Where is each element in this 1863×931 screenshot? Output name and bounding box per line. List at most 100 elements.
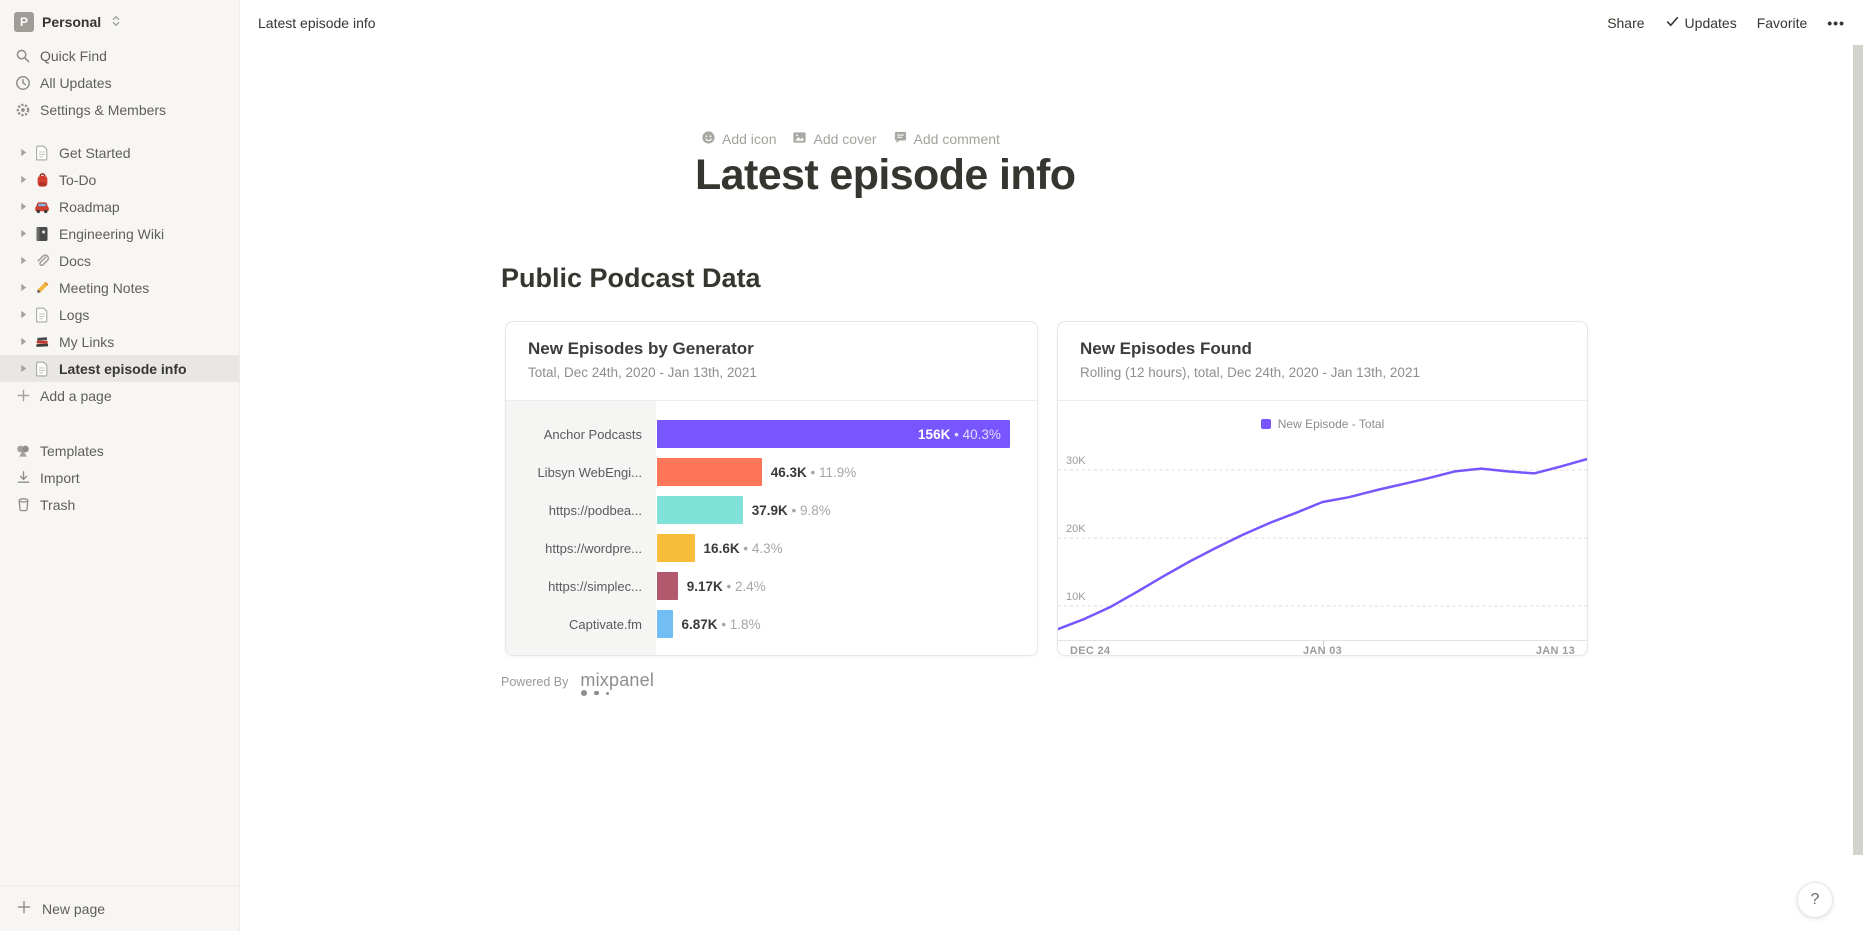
- sidebar-item-label: Engineering Wiki: [59, 225, 165, 242]
- add-a-page-label: Add a page: [40, 387, 112, 404]
- legend-label: New Episode - Total: [1277, 417, 1385, 431]
- sidebar-item-docs[interactable]: Docs: [0, 247, 239, 274]
- toggle-triangle-icon[interactable]: [14, 306, 32, 324]
- sidebar-item-engineering-wiki[interactable]: Engineering Wiki: [0, 220, 239, 247]
- bar-row[interactable]: Captivate.fm 6.87K • 1.8%: [506, 605, 1037, 643]
- sidebar-item-trash[interactable]: Trash: [0, 491, 239, 518]
- gear-icon: [14, 101, 32, 119]
- new-page-label: New page: [42, 900, 106, 917]
- bar-chart-title: New Episodes by Generator: [528, 339, 754, 358]
- x-axis-label: JAN 03: [1302, 645, 1343, 656]
- sidebar-item-label: Templates: [40, 442, 104, 459]
- bar-chart-rows: Anchor Podcasts 156K • 40.3% Libsyn WebEng…: [506, 415, 1037, 643]
- sidebar-item-label: Import: [40, 469, 80, 486]
- add-icon-button[interactable]: Add icon: [701, 130, 776, 148]
- bar-row[interactable]: Libsyn WebEngi... 46.3K • 11.9%: [506, 453, 1037, 491]
- toggle-triangle-icon[interactable]: [14, 198, 32, 216]
- y-axis-label: 30K: [1066, 454, 1086, 467]
- bar-chart-body: Anchor Podcasts 156K • 40.3% Libsyn WebEng…: [506, 401, 1037, 655]
- toggle-triangle-icon[interactable]: [14, 252, 32, 270]
- sidebar-item-templates[interactable]: Templates: [0, 437, 239, 464]
- bar[interactable]: [657, 610, 673, 638]
- add-cover-button[interactable]: Add cover: [792, 130, 877, 148]
- toggle-triangle-icon[interactable]: [14, 333, 32, 351]
- bar-chart-subtitle: Total, Dec 24th, 2020 - Jan 13th, 2021: [528, 365, 757, 380]
- line-chart-header: New Episodes Found Rolling (12 hours), t…: [1058, 322, 1587, 401]
- y-axis-label: 10K: [1066, 590, 1086, 603]
- bar-row[interactable]: https://simplec... 9.17K • 2.4%: [506, 567, 1037, 605]
- workspace-switcher[interactable]: P Personal: [0, 0, 239, 42]
- breadcrumb[interactable]: Latest episode info: [258, 14, 376, 31]
- bar[interactable]: 156K • 40.3%: [657, 420, 1010, 448]
- chart-legend: New Episode - Total: [1058, 417, 1587, 431]
- x-axis-labels: DEC 24 JAN 03 JAN 13: [1058, 645, 1587, 656]
- pencil-icon: [32, 279, 52, 297]
- sidebar-item-roadmap[interactable]: Roadmap: [0, 193, 239, 220]
- bar[interactable]: [657, 534, 695, 562]
- updates-button[interactable]: Updates: [1665, 14, 1737, 32]
- sidebar-item-all-updates[interactable]: All Updates: [0, 69, 239, 96]
- favorite-button[interactable]: Favorite: [1756, 14, 1808, 31]
- sidebar-item-logs[interactable]: Logs: [0, 301, 239, 328]
- sidebar-item-label: Quick Find: [40, 47, 107, 64]
- bar-value-label: 9.17K • 2.4%: [686, 578, 766, 594]
- add-a-page-button[interactable]: Add a page: [0, 382, 239, 409]
- import-icon: [14, 469, 32, 487]
- page-title[interactable]: Latest episode info: [695, 151, 1076, 199]
- more-options-button[interactable]: •••: [1827, 14, 1845, 31]
- toggle-triangle-icon[interactable]: [14, 279, 32, 297]
- new-page-button[interactable]: New page: [0, 885, 239, 931]
- bar-chart-card[interactable]: New Episodes by Generator Total, Dec 24t…: [505, 321, 1038, 656]
- workspace-expand-icon: [109, 14, 123, 31]
- sidebar-item-label: Logs: [59, 306, 90, 323]
- page-icon: [32, 360, 52, 378]
- topbar: Latest episode info Share Updates Favori…: [240, 0, 1863, 45]
- page-icon: [32, 306, 52, 324]
- car-icon: [32, 198, 52, 216]
- line-chart-subtitle: Rolling (12 hours), total, Dec 24th, 202…: [1080, 365, 1420, 380]
- toggle-triangle-icon[interactable]: [14, 171, 32, 189]
- add-comment-button[interactable]: Add comment: [893, 130, 1000, 148]
- bar-category-label: Anchor Podcasts: [543, 426, 642, 442]
- sidebar-item-label: Trash: [40, 496, 76, 513]
- image-icon: [792, 130, 807, 148]
- paperclip-icon: [32, 252, 52, 270]
- bar[interactable]: [657, 458, 762, 486]
- sidebar: P Personal Quick Find All Updates Settin…: [0, 0, 240, 931]
- sidebar-item-latest-episode-info[interactable]: Latest episode info: [0, 355, 239, 382]
- section-heading[interactable]: Public Podcast Data: [501, 263, 761, 293]
- bar[interactable]: [657, 496, 743, 524]
- toggle-triangle-icon[interactable]: [14, 225, 32, 243]
- sidebar-item-import[interactable]: Import: [0, 464, 239, 491]
- sidebar-item-settings-members[interactable]: Settings & Members: [0, 96, 239, 123]
- sidebar-item-my-links[interactable]: My Links: [0, 328, 239, 355]
- backpack-icon: [32, 171, 52, 189]
- bar-row[interactable]: https://wordpre... 16.6K • 4.3%: [506, 529, 1037, 567]
- sidebar-item-label: All Updates: [40, 74, 112, 91]
- books-icon: [32, 333, 52, 351]
- sidebar-item-meeting-notes[interactable]: Meeting Notes: [0, 274, 239, 301]
- sidebar-item-quick-find[interactable]: Quick Find: [0, 42, 239, 69]
- toggle-triangle-icon[interactable]: [14, 360, 32, 378]
- bar-chart-header: New Episodes by Generator Total, Dec 24t…: [506, 322, 1037, 401]
- line-chart-card[interactable]: New Episodes Found Rolling (12 hours), t…: [1057, 321, 1588, 656]
- help-button[interactable]: ?: [1797, 882, 1833, 918]
- line-chart-title: New Episodes Found: [1080, 339, 1252, 358]
- bar-row[interactable]: https://podbea... 37.9K • 9.8%: [506, 491, 1037, 529]
- sidebar-item-to-do[interactable]: To-Do: [0, 166, 239, 193]
- sidebar-item-label: Meeting Notes: [59, 279, 150, 296]
- bar-value-label: 46.3K • 11.9%: [770, 464, 857, 480]
- bar-row[interactable]: Anchor Podcasts 156K • 40.3%: [506, 415, 1037, 453]
- check-icon: [1665, 14, 1680, 32]
- toggle-triangle-icon[interactable]: [14, 144, 32, 162]
- x-axis-tick: [1322, 641, 1324, 646]
- vertical-scrollbar[interactable]: [1853, 45, 1863, 855]
- sidebar-footer-section: Templates Import Trash: [0, 437, 239, 518]
- share-button[interactable]: Share: [1607, 14, 1645, 31]
- sidebar-item-get-started[interactable]: Get Started: [0, 139, 239, 166]
- mixpanel-attribution[interactable]: Powered By mixpanel: [501, 670, 654, 696]
- clock-icon: [14, 74, 32, 92]
- bar[interactable]: [657, 572, 678, 600]
- bar-category-label: Captivate.fm: [569, 616, 642, 632]
